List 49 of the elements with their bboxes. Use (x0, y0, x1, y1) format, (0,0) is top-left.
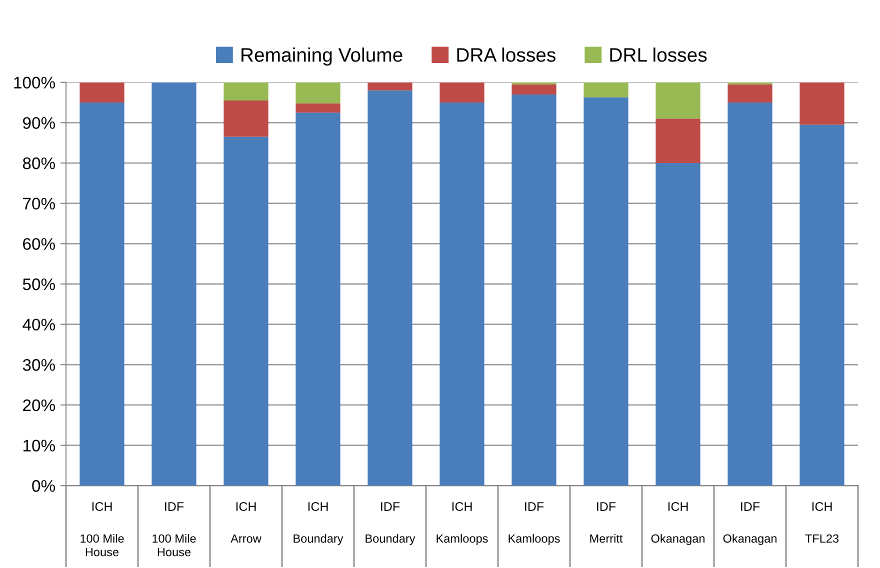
bar (224, 136, 268, 486)
y-tick-label: 90% (23, 117, 55, 129)
category-label: IDF Okanagan (723, 502, 776, 546)
bar (728, 102, 772, 486)
bar (80, 82, 124, 103)
y-tick-label: 50% (22, 278, 55, 290)
y-tick-label: 40% (22, 318, 55, 331)
y-tick-label: 10% (23, 440, 55, 452)
category-label: ICH TFL23 (805, 502, 839, 543)
legend-label: Remaining Volume (242, 48, 402, 66)
bar (800, 82, 844, 125)
category-label: ICH Arrow (230, 502, 262, 543)
y-tick-label: 30% (22, 359, 55, 371)
bar (440, 82, 484, 103)
bar (368, 90, 412, 486)
bar (656, 82, 700, 119)
category-label: IDF Boundary (366, 502, 416, 546)
y-tick-label: 80% (22, 157, 55, 170)
category-label: ICH Okanagan (651, 502, 704, 546)
category-label: IDF 100 Mile House (152, 502, 196, 556)
bar (296, 112, 340, 486)
bar (656, 118, 700, 164)
bar (584, 82, 628, 98)
y-tick-label: 0% (32, 480, 55, 492)
bar (440, 102, 484, 486)
bar (512, 94, 556, 486)
legend-label: DRL losses (610, 48, 707, 62)
y-tick-label: 70% (23, 198, 55, 210)
category-label: IDF Kamloops (508, 502, 560, 546)
bar (224, 82, 268, 101)
bar (152, 82, 196, 486)
bar (512, 84, 556, 94)
category-label: ICH 100 Mile House (80, 502, 124, 556)
category-label: IDF Merritt (590, 502, 623, 543)
bar (296, 103, 340, 113)
y-tick-label: 60% (23, 238, 55, 250)
category-label: ICH Kamloops (436, 502, 488, 546)
bar (80, 102, 124, 486)
y-tick-label: 20% (23, 399, 55, 412)
bar (584, 97, 628, 486)
y-tick-label: 100% (14, 76, 55, 89)
legend-label: DRA losses (457, 48, 556, 62)
bar (800, 124, 844, 486)
bar (224, 100, 268, 137)
category-label: ICH Boundary (294, 502, 344, 546)
bar (296, 82, 340, 104)
bar (656, 163, 700, 486)
bar (728, 84, 772, 103)
bar (368, 82, 412, 90)
